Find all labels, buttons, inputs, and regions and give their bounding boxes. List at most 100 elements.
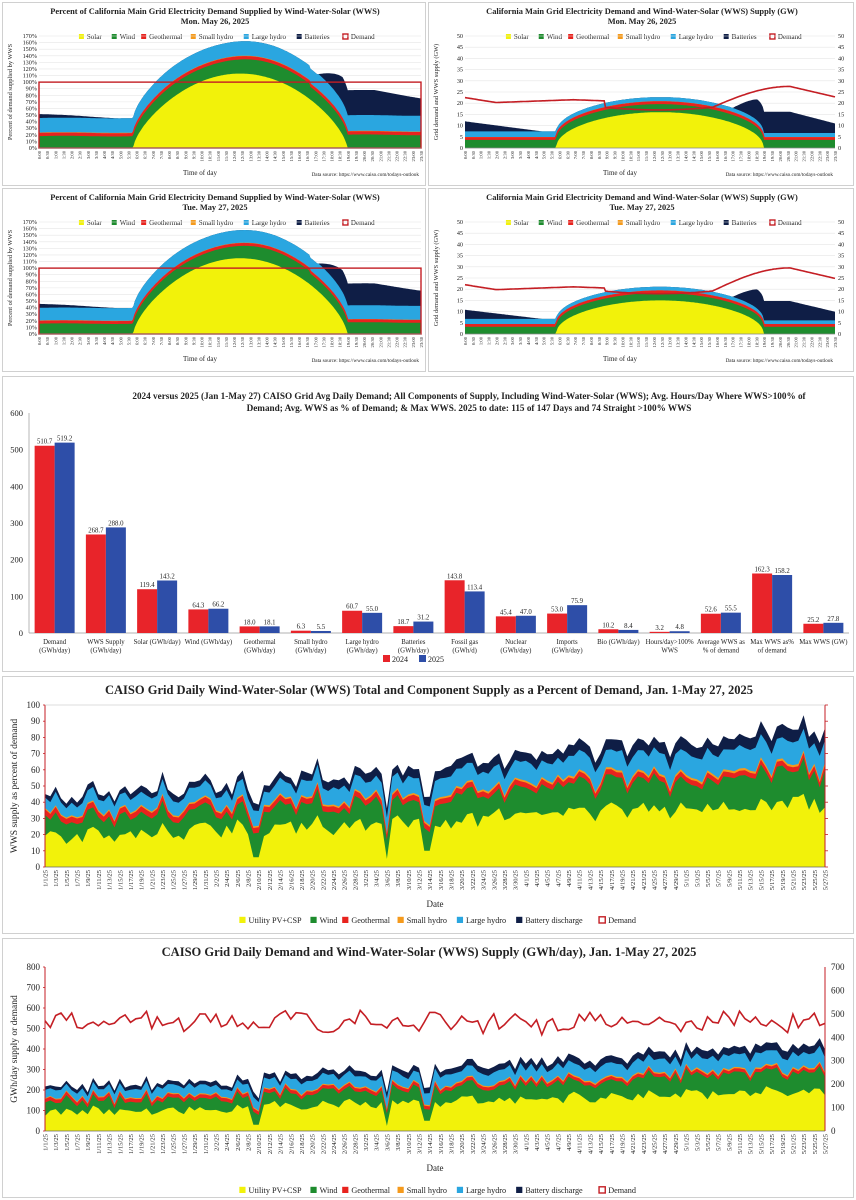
x-tick-label: 4/27/25 bbox=[662, 869, 669, 890]
x-tick-label: 0:30 bbox=[45, 336, 50, 345]
x-tick-label: 16:30 bbox=[723, 336, 728, 347]
legend-item: Demand bbox=[608, 916, 636, 925]
bar-2024 bbox=[803, 623, 824, 633]
x-tick-label: 7:00 bbox=[573, 336, 578, 345]
x-tick-label: 13:00 bbox=[668, 336, 673, 347]
x-category-label: (GWh/day) bbox=[347, 648, 378, 655]
legend-swatch-demand bbox=[598, 916, 606, 924]
legend-item: Utility PV+CSP bbox=[249, 916, 303, 925]
legend-item: Demand bbox=[778, 33, 802, 41]
x-tick-label: 15:00 bbox=[699, 336, 704, 347]
y2-tick-label: 200 bbox=[831, 1079, 845, 1089]
legend-swatch bbox=[723, 34, 729, 39]
x-tick-label: 17:00 bbox=[731, 336, 736, 347]
x-tick-label: 14:30 bbox=[273, 336, 278, 347]
x-tick-label: 5/23/25 bbox=[801, 869, 808, 890]
x-axis-title: Time of day bbox=[183, 355, 217, 363]
data-source: Data source: https://www.caiso.com/today… bbox=[726, 358, 834, 364]
geothermal-line bbox=[465, 101, 835, 139]
x-tick-label: 2/26/25 bbox=[342, 869, 349, 890]
y-tick-label: 130% bbox=[23, 59, 37, 66]
legend-swatch-demand bbox=[769, 219, 776, 226]
y-tick-label: 20 bbox=[457, 286, 463, 293]
x-tick-label: 5/19/25 bbox=[780, 869, 787, 890]
x-tick-label: 17:30 bbox=[739, 150, 744, 161]
y2-tick-label: 15 bbox=[838, 111, 844, 118]
x-tick-label: 20:30 bbox=[370, 336, 375, 347]
x-tick-label: 3:00 bbox=[510, 150, 515, 159]
x-tick-label: 3:00 bbox=[86, 336, 91, 345]
x-tick-label: 22:00 bbox=[395, 336, 400, 347]
x-tick-label: 4/17/25 bbox=[609, 1133, 616, 1154]
x-tick-label: 2/8/25 bbox=[246, 1133, 253, 1151]
bar-value-label-2025: 47.0 bbox=[520, 609, 532, 616]
x-category-label: Demand bbox=[43, 639, 67, 646]
x-tick-label: 13:00 bbox=[668, 150, 673, 161]
x-tick-label: 2/16/25 bbox=[288, 869, 295, 890]
x-tick-label: 3/30/25 bbox=[513, 869, 520, 890]
x-tick-label: 2/22/25 bbox=[320, 869, 327, 890]
x-tick-label: 0:00 bbox=[37, 150, 42, 159]
x-tick-label: 12:00 bbox=[652, 336, 657, 347]
x-tick-label: 3/24/25 bbox=[481, 869, 488, 890]
x-tick-label: 5/21/25 bbox=[790, 1133, 797, 1154]
x-tick-label: 10:00 bbox=[620, 336, 625, 347]
x-tick-label: 21:00 bbox=[378, 336, 383, 347]
x-tick-label: 20:00 bbox=[778, 336, 783, 347]
x-tick-label: 5/7/25 bbox=[716, 869, 723, 887]
bar-value-label-2025: 158.2 bbox=[774, 568, 790, 575]
y2-tick-label: 300 bbox=[831, 1056, 845, 1066]
legend-item: 2024 bbox=[392, 655, 408, 664]
x-tick-label: 23:30 bbox=[419, 150, 424, 161]
y-tick-label: 10 bbox=[457, 309, 463, 316]
area-layer-0 bbox=[45, 1086, 825, 1131]
legend-item: Large hydro bbox=[679, 33, 714, 41]
y-tick-label: 50 bbox=[31, 781, 41, 791]
y-tick-label: 170% bbox=[23, 219, 37, 226]
x-category-label: WWS bbox=[661, 648, 678, 655]
x-tick-label: 1/15/25 bbox=[117, 1133, 124, 1154]
legend-swatch-demand bbox=[598, 1186, 606, 1194]
y-axis-title: GWh/day supply or demand bbox=[10, 995, 20, 1103]
x-tick-label: 21:00 bbox=[794, 336, 799, 347]
x-tick-label: 4/11/25 bbox=[577, 869, 584, 890]
x-tick-label: 22:30 bbox=[403, 150, 408, 161]
y-tick-label: 140% bbox=[23, 53, 37, 60]
y-tick-label: 100% bbox=[23, 265, 37, 272]
bar-value-label-2024: 18.7 bbox=[397, 619, 409, 626]
x-tick-label: 2/12/25 bbox=[267, 1133, 274, 1154]
x-tick-label: 2/20/25 bbox=[310, 869, 317, 890]
y-tick-label: 60% bbox=[26, 291, 37, 298]
demand-line bbox=[464, 85, 836, 111]
x-tick-label: 4/1/25 bbox=[523, 869, 530, 887]
legend-swatch bbox=[239, 916, 246, 923]
legend-swatch bbox=[505, 220, 511, 225]
legend-swatch bbox=[310, 916, 317, 923]
x-category-label: Geothermal bbox=[244, 639, 276, 646]
x-tick-label: 1/1/25 bbox=[43, 869, 50, 887]
x-tick-label: 7:30 bbox=[581, 336, 586, 345]
x-tick-label: 5:30 bbox=[126, 150, 131, 159]
bar-2025 bbox=[157, 580, 178, 633]
y-tick-label: 10% bbox=[26, 324, 37, 331]
x-tick-label: 13:30 bbox=[676, 336, 681, 347]
legend-item: Wind bbox=[120, 219, 136, 227]
y2-tick-label: 15 bbox=[838, 297, 844, 304]
y-tick-label: 40% bbox=[26, 305, 37, 312]
chart-title: California Main Grid Electricity Demand … bbox=[486, 7, 798, 16]
x-tick-label: 2/18/25 bbox=[299, 869, 306, 890]
bar-value-label-2025: 31.2 bbox=[417, 615, 429, 622]
y-tick-label: 600 bbox=[27, 1003, 41, 1013]
x-tick-label: 2:00 bbox=[494, 336, 499, 345]
chart-percent-may26: Percent of California Main Grid Electric… bbox=[2, 2, 426, 186]
x-tick-label: 23:00 bbox=[825, 150, 830, 161]
legend-swatch bbox=[456, 916, 464, 923]
legend-swatch bbox=[310, 1186, 317, 1193]
x-tick-label: 5/13/25 bbox=[748, 869, 755, 890]
legend-item: Large hydro bbox=[252, 33, 287, 41]
x-tick-label: 14:30 bbox=[691, 336, 696, 347]
x-tick-label: 7:30 bbox=[159, 336, 164, 345]
bar-2025 bbox=[413, 621, 434, 633]
y-tick-label: 30% bbox=[26, 311, 37, 318]
x-tick-label: 4/23/25 bbox=[641, 869, 648, 890]
